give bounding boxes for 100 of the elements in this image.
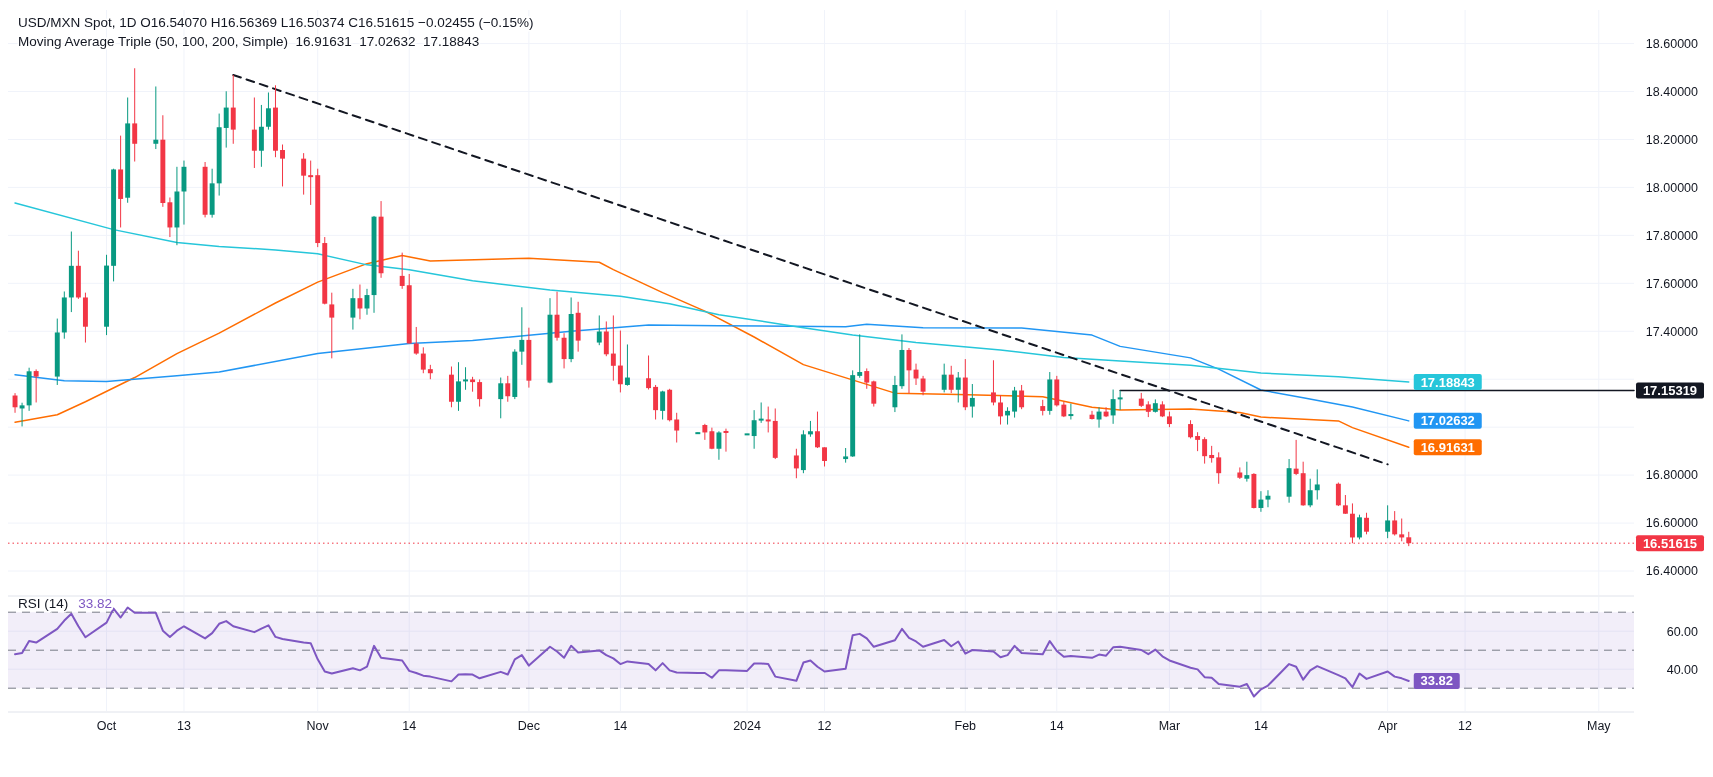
data-label: 16.91631: [1420, 439, 1475, 455]
candlestick: [1399, 518, 1405, 542]
y-tick-label: 40.00: [1666, 662, 1699, 677]
chart-title: USD/MXN Spot, 1D O16.54070 H16.56369 L16.50374 C16.51615 −0.02455 (−0.15%): [18, 15, 534, 30]
candlestick: [505, 375, 511, 403]
candlestick: [1258, 490, 1264, 513]
x-tick-label: 12: [1458, 719, 1473, 733]
candlestick: [153, 85, 159, 150]
data-label: 17.15319: [1642, 382, 1698, 398]
candlestick: [420, 346, 426, 374]
x-tick-label: Nov: [306, 719, 330, 733]
y-tick-label: 16.60000: [1645, 516, 1699, 531]
candlestick: [498, 377, 504, 419]
x-tick-label: 14: [402, 719, 417, 733]
candlestick: [674, 412, 680, 444]
candlestick: [308, 160, 314, 206]
candlestick: [1117, 389, 1123, 411]
candlestick: [519, 306, 525, 366]
ref-line-label: 16.51615: [1642, 535, 1698, 551]
x-tick-label: 12: [817, 719, 832, 733]
x-tick-label: 13: [177, 719, 191, 733]
candlestick: [413, 326, 419, 356]
candlestick: [1244, 461, 1250, 483]
candlestick: [1202, 436, 1208, 465]
candlestick: [251, 97, 257, 169]
line-series: [14, 323, 1410, 422]
x-tick-label: 14: [1253, 719, 1268, 733]
x-tick-label: Dec: [517, 719, 540, 733]
y-tick-label: 18.60000: [1645, 36, 1699, 51]
x-tick-label: 14: [1049, 719, 1064, 733]
candlestick: [230, 74, 236, 145]
candlestick: [1335, 482, 1341, 507]
y-tick-label: 60.00: [1666, 624, 1699, 639]
candlestick: [554, 291, 560, 342]
x-tick-label: May: [1586, 719, 1612, 733]
annotation: 33.82: [1420, 673, 1454, 689]
candlestick: [955, 371, 961, 403]
candlestick: [265, 91, 271, 131]
candlestick: [33, 368, 39, 403]
candlestick: [751, 409, 757, 450]
candlestick: [1195, 431, 1201, 452]
line-series: [14, 254, 1410, 448]
candlestick: [12, 392, 18, 414]
candlestick: [596, 314, 602, 346]
candlestick: [815, 411, 820, 449]
y-tick-label: 18.20000: [1645, 132, 1699, 147]
series-label: 33.82: [78, 596, 113, 611]
candlestick: [920, 375, 926, 396]
candlestick: [399, 252, 405, 290]
candlestick: [871, 380, 877, 408]
y-tick-label: 17.80000: [1645, 228, 1699, 243]
candlestick: [1096, 406, 1102, 429]
y-tick-label: 18.00000: [1645, 180, 1699, 195]
text: Moving Average Triple (50, 100, 200, Simple) 16.91631 17.02632 17.18843: [18, 34, 480, 49]
x-tick-label: 2024: [733, 719, 762, 733]
candlestick: [329, 292, 335, 359]
candlestick: [19, 402, 25, 427]
candlestick: [1293, 439, 1299, 476]
candlestick: [822, 446, 827, 467]
candlestick: [653, 384, 659, 420]
y-tick-label: 16.40000: [1645, 564, 1699, 579]
candlestick: [758, 401, 764, 424]
candlestick: [350, 288, 356, 331]
candlestick: [1012, 386, 1018, 419]
candlestick: [765, 406, 771, 433]
candlestick: [1307, 478, 1313, 508]
candlestick: [456, 361, 461, 412]
candlestick: [132, 67, 138, 163]
x-tick-label: 14: [613, 719, 628, 733]
data-label: 17.02632: [1420, 413, 1475, 429]
data-label: 17.18843: [1420, 374, 1475, 390]
candlestick: [1314, 468, 1320, 501]
candlestick: [561, 332, 567, 369]
candlestick: [948, 365, 954, 394]
candlestick: [702, 423, 708, 441]
candlestick: [1385, 504, 1391, 539]
chart-title: RSI (14): [18, 596, 69, 611]
candlestick: [610, 314, 616, 382]
candlestick: [1110, 389, 1116, 425]
y-tick-label: 17.40000: [1645, 324, 1699, 339]
candlestick: [998, 394, 1003, 426]
candlestick: [941, 363, 947, 393]
candlestick: [1392, 510, 1398, 537]
candlestick: [301, 152, 307, 196]
candlestick: [1349, 502, 1355, 544]
candlestick: [1342, 494, 1348, 515]
candlestick: [1364, 512, 1369, 535]
candlestick: [258, 104, 264, 168]
candlestick: [857, 333, 863, 379]
candlestick: [864, 367, 870, 390]
candlestick: [1188, 419, 1194, 439]
x-tick-label: Mar: [1158, 719, 1181, 733]
candlestick: [477, 378, 483, 408]
candlestick: [223, 90, 229, 149]
candlestick: [1357, 514, 1362, 540]
line-series: [14, 202, 1410, 383]
candlestick: [1216, 451, 1222, 485]
candlestick: [624, 343, 630, 387]
candlestick: [660, 390, 666, 420]
candlestick: [969, 383, 975, 419]
